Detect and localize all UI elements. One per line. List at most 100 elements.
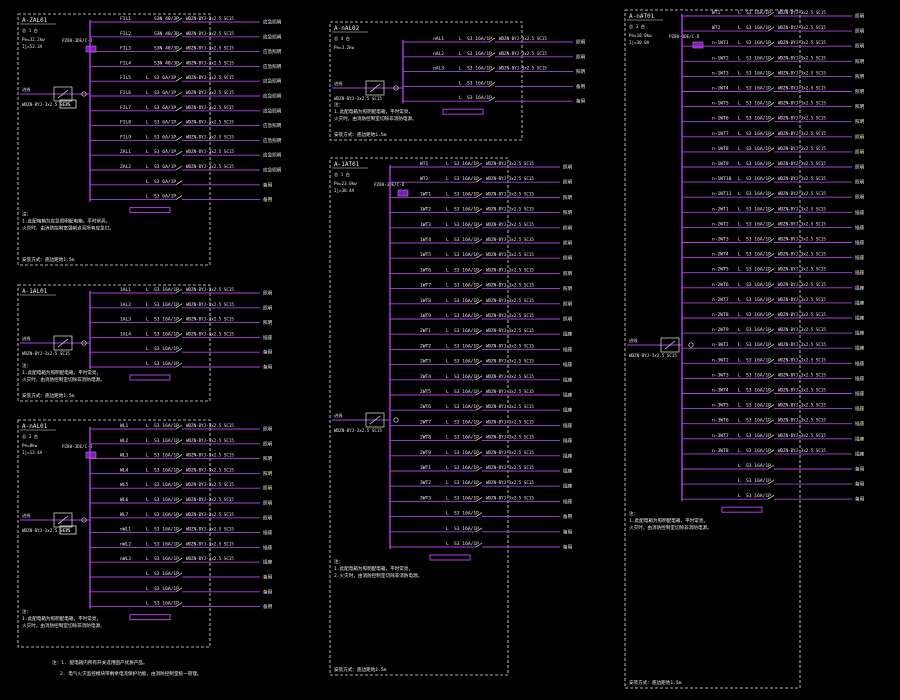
breaker-symbol [767,419,775,424]
breaker-symbol [475,193,483,198]
circuit-code: n-1WT6 [712,116,729,122]
breaker-symbol [475,284,483,289]
cable-spec: WDZN-BYJ-3x2.5 SC15 [486,176,534,181]
panel-note: 注： [22,211,31,218]
breaker-symbol [475,390,483,396]
load-name: 照明 [563,317,573,323]
breaker-symbol [767,343,775,349]
breaker-symbol [475,177,483,183]
breaker-symbol [175,498,183,504]
circuit-code: n-3WT1 [712,342,729,348]
circuit-row: WL3 L S3 16A/1P WDZN-BYJ-3x2.5 SC15 照明 [90,453,273,462]
circuit-row: n-3WT7 L S3 16A/1P WDZN-BYJ-3x2.5 SC15 插座 [682,433,865,442]
breaker-rating: S3 16A/1P [154,556,179,562]
circuit-phase: L [146,453,149,459]
panel-note: 1.此配电箱为照明配电箱，平时常亮， [334,565,413,572]
panel-note: 1.此配电箱为应急照明配电箱，平时常亮， [22,218,110,225]
spare-terminal [129,374,171,381]
circuit-row: 1AL1 L S3 16A/1P WDZN-BYJ-3x2.5 SC15 照明 [90,287,273,297]
breaker-symbol [475,238,483,244]
panel-power: Pe=18.0kw [629,33,652,38]
circuit-phase: L [146,601,149,607]
load-name: 照明 [855,14,865,20]
circuit-row: 1WT3 L S3 16A/1P WDZN-BYJ-3x2.5 SC15 照明 [390,222,573,231]
circuit-row: n-2WT2 L S3 16A/1P WDZN-BYJ-3x2.5 SC15 插座 [682,221,865,231]
load-name: 应急照明 [263,33,282,40]
load-name: 插座 [563,407,573,414]
load-name: 插座 [563,437,573,444]
breaker-rating: S3 16A/1P [454,419,479,425]
circuit-code: 2WT6 [420,404,431,410]
load-name: 插座 [855,315,865,322]
cable-spec: WDZN-BYJ-3x2.5 SC15 [778,116,826,121]
breaker-symbol [475,421,483,426]
breaker-rating: S3 16A/1P [746,282,771,288]
cable-spec: WDZN-BYJ-3x2.5 SC15 [778,191,826,196]
circuit-phase: L [146,75,149,81]
breaker-symbol [175,136,183,141]
cable-spec: WDZN-BYJ-3x2.5 SC15 [778,70,826,75]
breaker-rating: S3 16A/1P [154,287,179,293]
breaker-rating: S3 16A/1P [154,512,179,518]
circuit-code: n-2WT9 [712,327,729,333]
breaker-rating: S3 16A/1P [746,372,771,378]
circuit-row: WL6 L S3 16A/1P WDZN-BYJ-3x2.5 SC15 照明 [90,497,273,507]
breaker-rating: S3 16A/1P [154,302,179,308]
circuit-code: n-2WT4 [712,252,729,258]
breaker-symbol [767,479,775,485]
breaker-symbol [175,424,183,430]
incoming-label: 进线 [334,80,343,87]
circuit-phase: L [146,149,149,155]
circuit-code: 1AL2 [120,302,131,308]
load-name: 备用 [263,349,273,356]
breaker-symbol [767,72,775,77]
circuit-row: n-1WT2 L S3 16A/1P WDZN-BYJ-3x2.5 SC15 照明 [682,55,865,65]
circuit-row: L S3 16A/1P 备用 [390,526,573,535]
breaker-symbol [175,106,183,112]
breaker-rating: S3 16A/1P [454,374,479,380]
breaker-rating: S3 16A/1P [454,222,479,228]
circuit-code: FIL1 [120,16,131,22]
breaker-rating: S3 16A/1P [154,541,179,547]
breaker-rating: S3 16A/1P [746,252,771,258]
cable-spec: WDZN-BYJ-3x2.5 SC15 [186,16,234,21]
load-name: 照明 [263,320,273,326]
circuit-phase: L [446,267,449,273]
circuit-code: 2WT8 [420,435,431,441]
breaker-rating: S3 16A/1P [154,467,179,473]
circuit-phase: L [738,403,741,409]
circuit-code: 1WT2 [420,207,431,213]
breaker-rating: S3 6A/1P [154,164,176,170]
panel-note: 注： [629,510,638,517]
circuit-row: WL5 L S3 16A/1P WDZN-BYJ-3x2.5 SC15 照明 [90,482,273,492]
breaker-symbol [767,434,775,440]
breaker-rating: S3 16A/1P [154,453,179,459]
breaker-rating: S3 16A/1P [154,317,179,323]
breaker-symbol [175,288,183,294]
breaker-symbol [475,527,483,533]
circuit-code: n-1WT1 [712,40,729,46]
circuit-row: 2WT3 L S3 16A/1P WDZN-BYJ-3x2.5 SC15 插座 [390,359,573,368]
load-name: 照明 [563,210,573,216]
incoming-label: 进线 [22,86,31,93]
panel-frame [17,419,211,648]
breaker-rating: S3 16A/1P [746,493,771,499]
panel-power: Pe=32.2kw [22,37,45,42]
load-name: 插座 [855,405,865,412]
breaker-symbol [767,374,775,379]
circuit-row: ZAL2 L S3 6A/1P WDZN-BYJ-3x2.5 SC15 应急照明 [90,164,282,174]
breaker-rating: S3 16A/1P [746,191,771,197]
cable-spec: WDZN-BYJ-3x2.5 SC15 [486,419,534,424]
eps-box [59,525,77,535]
ct-symbol [81,517,87,523]
load-name: 应急照明 [263,93,282,100]
circuit-code: 1WT5 [420,252,431,258]
cable-spec: WDZN-BYJ-3x2.5 SC15 [486,328,534,333]
load-name: 照明 [263,427,273,433]
cable-spec: WDZN-BYJ-3x2.5 SC15 [778,55,826,60]
circuit-row: 3WT3 L S3 16A/1P WDZN-BYJ-3x2.5 SC15 插座 [390,495,573,505]
breaker-rating: S3N 40/3P [154,31,179,37]
ct-symbol [393,85,399,91]
breaker-rating: S3 16A/1P [746,146,771,152]
circuit-phase: L [446,176,449,182]
